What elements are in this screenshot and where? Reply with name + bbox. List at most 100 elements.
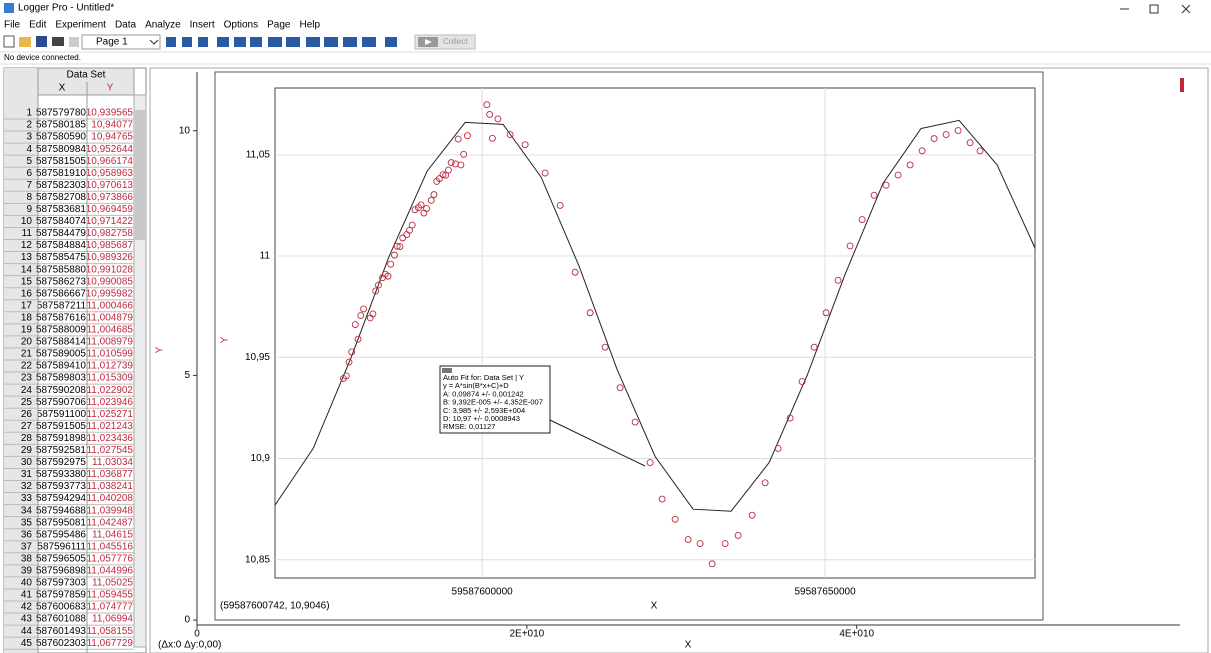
x-cell: 587581910 <box>36 168 86 179</box>
y-cell: 10,991028 <box>86 264 134 275</box>
tool-icon[interactable] <box>234 37 246 47</box>
tool-icon[interactable] <box>324 37 338 47</box>
x-cell: 587597303 <box>36 578 86 589</box>
data-point <box>631 418 639 426</box>
x-cell: 587597859 <box>36 590 86 601</box>
row-number: 17 <box>21 300 33 311</box>
row-number: 25 <box>21 397 33 408</box>
data-point <box>834 276 842 284</box>
data-point <box>601 343 609 351</box>
data-point <box>486 110 494 118</box>
tool-icon[interactable] <box>268 37 282 47</box>
y-tick-label: 0 <box>184 615 190 626</box>
data-table: Data Set X Y 1 587579780 10,939565 2 5875801… <box>3 67 147 653</box>
data-point <box>571 268 579 276</box>
data-point <box>822 309 830 317</box>
row-number: 37 <box>21 541 33 552</box>
plot-area <box>274 87 1036 579</box>
y-cell: 10,989326 <box>86 252 134 263</box>
data-point <box>494 115 502 123</box>
print-icon[interactable] <box>52 37 64 46</box>
row-number: 13 <box>21 252 33 263</box>
column-header: Y <box>107 83 114 94</box>
y-tick-label: 10,9 <box>251 453 271 464</box>
y-cell: 11,04615 <box>92 529 133 540</box>
close-button[interactable] <box>1181 4 1191 14</box>
x-cell: 587586667 <box>36 288 86 299</box>
data-point <box>360 305 367 313</box>
menu-item[interactable]: Experiment <box>55 20 106 31</box>
y-cell: 11,03034 <box>92 457 133 468</box>
data-point <box>460 150 468 158</box>
menu-item[interactable]: Insert <box>190 20 215 31</box>
x-cell: 587581505 <box>36 156 86 167</box>
row-number: 36 <box>21 529 33 540</box>
x-cell: 587592581 <box>36 445 86 456</box>
menu-item[interactable]: Edit <box>29 20 46 31</box>
x-cell: 587594294 <box>36 493 86 504</box>
data-point <box>506 131 514 139</box>
data-point <box>345 358 353 366</box>
data-point <box>452 160 459 168</box>
data-point <box>810 343 818 351</box>
x-cell: 587601493 <box>36 626 86 637</box>
tool-icon[interactable] <box>385 37 397 47</box>
new-icon[interactable] <box>3 35 15 48</box>
tool-icon[interactable] <box>166 37 176 47</box>
data-point <box>406 226 413 234</box>
row-number: 9 <box>26 204 32 215</box>
row-number: 45 <box>21 638 33 649</box>
row-number: 15 <box>21 276 33 287</box>
page-select[interactable] <box>81 34 161 50</box>
menu-item[interactable]: Help <box>299 20 320 31</box>
tool-icon[interactable] <box>362 37 376 47</box>
y-cell: 10,94077 <box>91 120 133 131</box>
row-number: 38 <box>21 553 33 564</box>
menu-bar: File Edit Experiment Data Analyze Insert Optio… <box>4 20 320 31</box>
y-cell: 10,995982 <box>86 288 134 299</box>
y-cell: 10,966174 <box>86 156 134 167</box>
row-number: 4 <box>26 144 32 155</box>
row-number: 28 <box>21 433 33 444</box>
tool-icon[interactable] <box>182 37 192 47</box>
data-point <box>427 196 435 204</box>
tool-icon[interactable] <box>306 37 320 47</box>
tool-icon[interactable] <box>250 37 262 47</box>
menu-item[interactable]: Page <box>267 20 291 31</box>
menu-item[interactable]: File <box>4 20 21 31</box>
fit-text: y = A*sin(B*x+C)+D <box>443 381 509 390</box>
row-number: 11 <box>22 228 33 239</box>
menu-item[interactable]: Analyze <box>145 20 181 31</box>
row-number: 26 <box>21 409 33 420</box>
toolbar: Page 1 Collect <box>3 34 476 50</box>
save-icon[interactable] <box>36 36 47 47</box>
data-point <box>798 378 806 386</box>
data-point <box>417 201 425 209</box>
scroll-thumb[interactable] <box>135 110 145 240</box>
menu-item[interactable]: Options <box>224 20 258 31</box>
maximize-button[interactable] <box>1149 4 1159 14</box>
tool-icon[interactable] <box>198 37 208 47</box>
x-tick-label: 59587600000 <box>452 587 514 598</box>
data-point <box>541 169 549 177</box>
column-header: X <box>59 83 66 94</box>
data-point <box>556 201 564 209</box>
x-cell: 587584479 <box>36 228 86 239</box>
y-cell: 10,94765 <box>91 132 133 143</box>
menu-item[interactable]: Data <box>115 20 137 31</box>
data-point <box>488 134 496 142</box>
y-cell: 11,045516 <box>86 541 133 552</box>
page-prev-icon[interactable] <box>69 37 79 47</box>
data-point <box>976 147 984 155</box>
row-number: 5 <box>26 156 32 167</box>
tool-icon[interactable] <box>217 37 229 47</box>
tool-icon[interactable] <box>286 37 300 47</box>
data-point <box>375 281 382 289</box>
x-cell: 587595486 <box>36 529 86 540</box>
fit-text: D: 10,97 +/- 0,0008943 <box>443 414 520 423</box>
x-cell: 587591100 <box>37 409 87 420</box>
x-tick-label: 4E+010 <box>839 629 874 640</box>
open-icon[interactable] <box>19 37 31 47</box>
tool-icon[interactable] <box>343 37 357 47</box>
